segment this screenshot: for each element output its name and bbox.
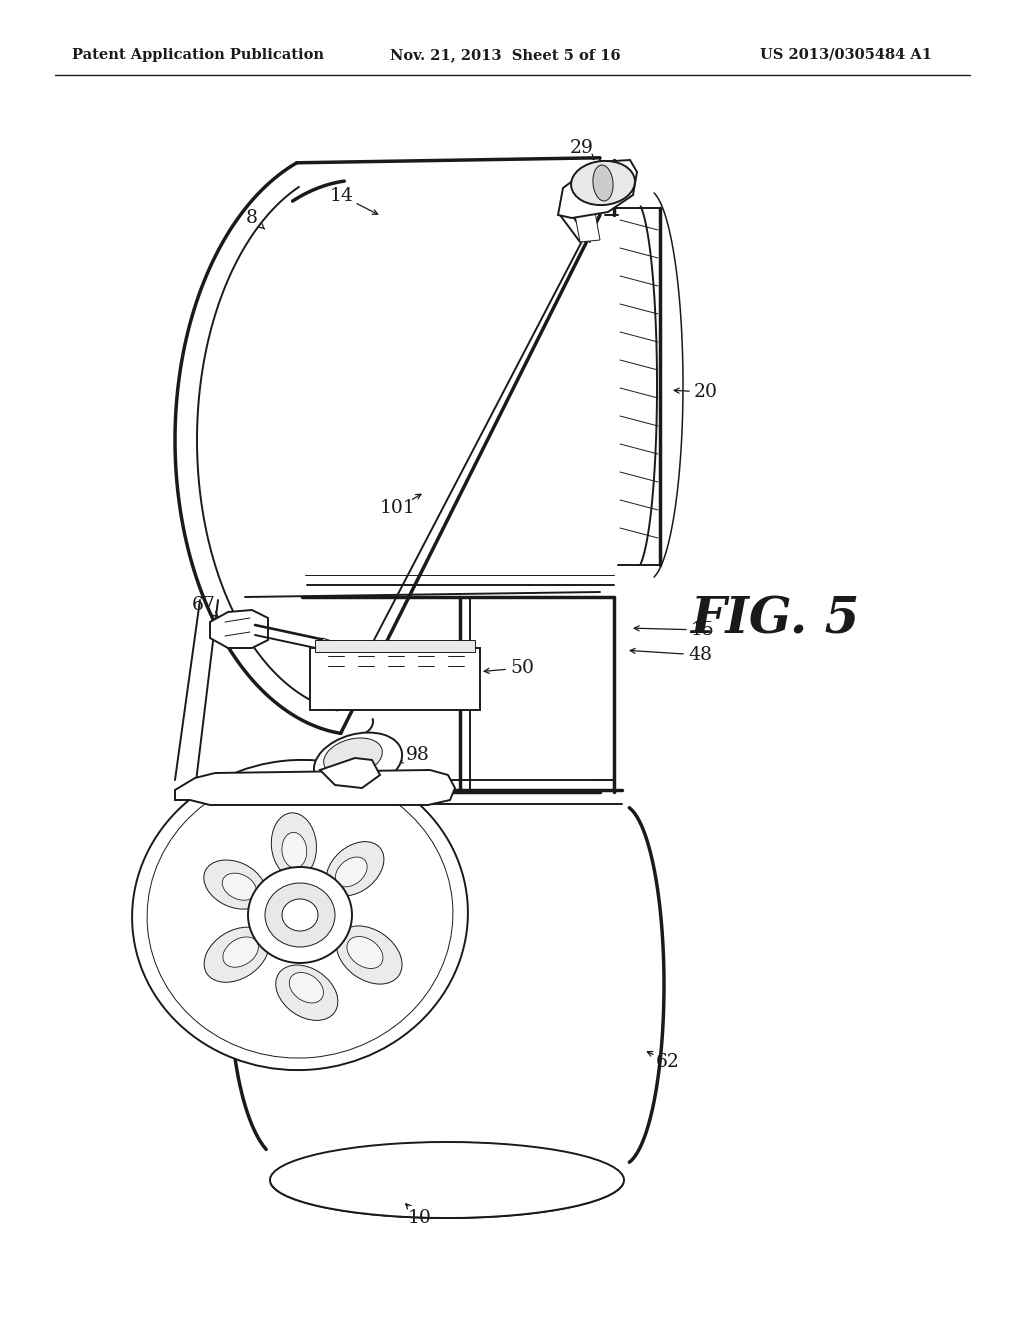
Text: 29: 29 — [570, 139, 594, 157]
Text: 97: 97 — [256, 903, 280, 921]
Ellipse shape — [314, 733, 402, 792]
Ellipse shape — [593, 165, 613, 201]
Ellipse shape — [282, 899, 318, 931]
Ellipse shape — [571, 161, 635, 205]
Ellipse shape — [248, 867, 352, 964]
Text: 97: 97 — [340, 810, 364, 829]
Ellipse shape — [336, 857, 368, 887]
Polygon shape — [575, 213, 600, 242]
Ellipse shape — [204, 861, 265, 909]
Ellipse shape — [204, 927, 268, 982]
Text: 8: 8 — [246, 209, 258, 227]
Text: Nov. 21, 2013  Sheet 5 of 16: Nov. 21, 2013 Sheet 5 of 16 — [390, 48, 621, 62]
Text: 97: 97 — [246, 921, 270, 939]
Text: Patent Application Publication: Patent Application Publication — [72, 48, 324, 62]
Text: 98: 98 — [407, 746, 430, 764]
Text: 50: 50 — [510, 659, 534, 677]
Polygon shape — [315, 640, 475, 652]
Ellipse shape — [282, 833, 307, 869]
Ellipse shape — [327, 842, 384, 896]
Ellipse shape — [222, 873, 256, 900]
Polygon shape — [319, 758, 380, 788]
Text: 15: 15 — [691, 620, 715, 639]
Ellipse shape — [347, 936, 383, 969]
Text: US 2013/0305484 A1: US 2013/0305484 A1 — [760, 48, 932, 62]
Ellipse shape — [275, 965, 338, 1020]
Text: 101: 101 — [380, 499, 416, 517]
Text: 20: 20 — [694, 383, 718, 401]
Polygon shape — [558, 160, 637, 218]
Polygon shape — [175, 770, 455, 805]
Ellipse shape — [270, 1142, 624, 1218]
Ellipse shape — [324, 738, 382, 776]
Ellipse shape — [337, 925, 402, 985]
Text: 62: 62 — [656, 1053, 680, 1071]
Text: 97: 97 — [318, 840, 342, 857]
Ellipse shape — [289, 973, 324, 1003]
Text: 101: 101 — [174, 849, 210, 867]
Text: 10: 10 — [408, 1209, 432, 1228]
Text: FIG. 5: FIG. 5 — [690, 595, 859, 644]
Text: 48: 48 — [688, 645, 712, 664]
Ellipse shape — [223, 937, 258, 968]
Text: 67: 67 — [193, 597, 216, 614]
Polygon shape — [310, 648, 480, 710]
Ellipse shape — [265, 883, 335, 946]
Ellipse shape — [271, 813, 316, 878]
Polygon shape — [210, 610, 268, 648]
Polygon shape — [322, 638, 358, 660]
Text: 97: 97 — [276, 884, 300, 902]
Ellipse shape — [132, 760, 468, 1071]
Text: 14: 14 — [330, 187, 354, 205]
